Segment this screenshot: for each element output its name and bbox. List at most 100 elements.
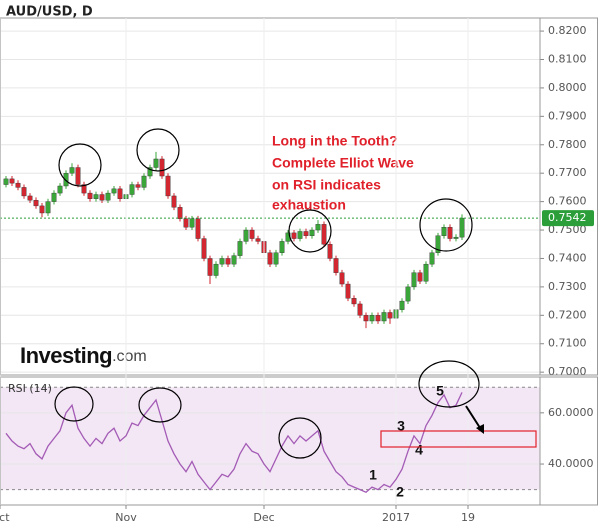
y-tick-label: 0.7200 bbox=[548, 308, 587, 321]
candle-body bbox=[273, 252, 279, 265]
highlight-circle bbox=[418, 360, 480, 408]
candle-body bbox=[435, 235, 441, 253]
x-tick-label: Dec bbox=[253, 511, 274, 524]
x-tick-label: 19 bbox=[461, 511, 475, 524]
candle-body bbox=[147, 167, 153, 177]
candle-body bbox=[69, 167, 75, 174]
y-tick-label: 0.8100 bbox=[548, 52, 587, 65]
candle-body bbox=[93, 194, 99, 199]
candle-body bbox=[141, 175, 147, 188]
candle-body bbox=[381, 312, 387, 322]
candle-body bbox=[363, 315, 369, 322]
candle-body bbox=[153, 158, 159, 168]
candle-body bbox=[57, 185, 63, 194]
candle-body bbox=[177, 207, 183, 219]
candle-body bbox=[45, 201, 51, 214]
candle-body bbox=[27, 195, 33, 201]
highlight-circle bbox=[419, 198, 473, 252]
candle-body bbox=[423, 263, 429, 282]
y-tick-label: 40.0000 bbox=[548, 457, 594, 470]
watermark-part: .com bbox=[112, 348, 147, 365]
candle-body bbox=[255, 238, 261, 242]
candle-body bbox=[9, 178, 15, 184]
wave-label: 4 bbox=[415, 442, 423, 458]
candle-body bbox=[219, 258, 225, 265]
y-tick-label: 0.7400 bbox=[548, 251, 587, 264]
y-tick-label: 0.7600 bbox=[548, 195, 587, 208]
candle-body bbox=[315, 224, 321, 231]
candle-body bbox=[99, 194, 105, 201]
annotation-text: Complete Elliot Wave bbox=[272, 155, 414, 171]
candle-body bbox=[105, 192, 111, 201]
highlight-circle bbox=[54, 386, 94, 422]
candle-body bbox=[327, 244, 333, 259]
x-tick-label: Nov bbox=[115, 511, 137, 524]
rsi-band bbox=[0, 387, 540, 490]
candle-body bbox=[375, 315, 381, 322]
candle-body bbox=[225, 258, 231, 265]
candle-body bbox=[3, 178, 9, 185]
y-tick-label: 0.7500 bbox=[548, 223, 587, 236]
last-price-label: 0.7542 bbox=[548, 211, 587, 224]
candle-body bbox=[165, 175, 171, 197]
annotation-text: Long in the Tooth? bbox=[272, 133, 398, 149]
y-tick-label: 0.8000 bbox=[548, 81, 587, 94]
chart-title: AUD/USD, D bbox=[6, 5, 93, 20]
target-box bbox=[380, 430, 537, 448]
wave-label: 2 bbox=[396, 484, 404, 500]
candle-body bbox=[351, 298, 357, 305]
candle-body bbox=[411, 272, 417, 288]
highlight-circle bbox=[278, 417, 322, 459]
x-tick-label: 2017 bbox=[382, 511, 410, 524]
highlight-circle bbox=[136, 128, 180, 172]
candle-body bbox=[429, 252, 435, 265]
candle-body bbox=[447, 226, 453, 239]
candle-body bbox=[231, 255, 237, 265]
annotation-text: exhaustion bbox=[272, 197, 346, 213]
legend-label: RSI (14) bbox=[8, 382, 52, 395]
candle-body bbox=[129, 184, 135, 195]
candle-body bbox=[249, 229, 255, 239]
candle-body bbox=[321, 224, 327, 245]
candle-body bbox=[405, 286, 411, 302]
candle-body bbox=[297, 231, 303, 239]
watermark-part: Investing bbox=[20, 343, 112, 368]
candle-body bbox=[81, 184, 87, 194]
plot-layer: 0.7000 0.7100 0.7200 0.7300 0.7400 0.7500 0.76… bbox=[0, 17, 598, 524]
y-tick-label: 0.7900 bbox=[548, 109, 587, 122]
candle-body bbox=[243, 229, 249, 242]
candle-body bbox=[195, 218, 201, 239]
candle-body bbox=[87, 192, 93, 199]
candle-body bbox=[135, 184, 141, 188]
candle-body bbox=[15, 182, 21, 188]
last-price-box bbox=[542, 210, 594, 227]
candle-body bbox=[183, 218, 189, 228]
candle-body bbox=[459, 217, 465, 238]
candle-body bbox=[159, 158, 165, 177]
candle-body bbox=[417, 272, 423, 282]
candle-body bbox=[441, 226, 447, 236]
candle-body bbox=[189, 218, 195, 228]
y-tick-label: 0.7000 bbox=[548, 365, 587, 378]
candle-body bbox=[369, 315, 375, 322]
candle-body bbox=[339, 272, 345, 285]
wave-label: 5 bbox=[436, 383, 444, 399]
y-tick-label: 0.7100 bbox=[548, 337, 587, 350]
candle-body bbox=[291, 232, 297, 239]
candle-body bbox=[237, 241, 243, 256]
candle-body bbox=[267, 252, 273, 265]
candle-body bbox=[51, 192, 57, 202]
candle-body bbox=[117, 188, 123, 199]
y-tick-label: 60.0000 bbox=[548, 406, 594, 419]
candle-body bbox=[21, 187, 27, 197]
arrow-head bbox=[476, 424, 484, 434]
candle-body bbox=[333, 258, 339, 273]
candle-body bbox=[171, 195, 177, 208]
candle-body bbox=[75, 167, 81, 185]
x-tick-label: Oct bbox=[0, 511, 10, 524]
candle-body bbox=[309, 229, 315, 236]
annotations bbox=[54, 128, 537, 459]
candle-body bbox=[33, 199, 39, 207]
y-tick-label: 0.7800 bbox=[548, 138, 587, 151]
candle-body bbox=[387, 312, 393, 319]
